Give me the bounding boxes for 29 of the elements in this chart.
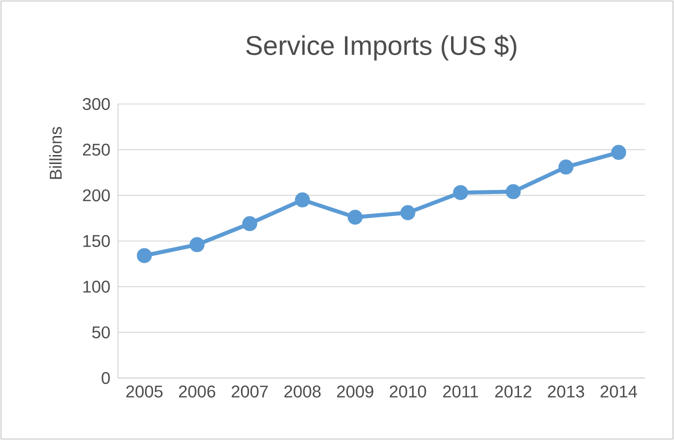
y-tick-label: 200 (82, 189, 110, 202)
x-tick-label: 2014 (600, 386, 638, 398)
y-tick-label: 250 (82, 144, 110, 156)
point (294, 192, 310, 208)
point (242, 216, 258, 232)
y-tick-label: 0 (102, 372, 110, 384)
x-tick-label: 2010 (390, 386, 426, 398)
y-tick-label: 150 (83, 234, 110, 248)
y-tick-label: 50 (92, 326, 110, 338)
x-tick-label: 2012 (495, 386, 532, 398)
point (190, 237, 205, 252)
x-tick-label: 2007 (232, 386, 268, 398)
x-tick-label: 2009 (337, 386, 374, 398)
point (136, 248, 152, 264)
y-axis-title: Billions (49, 127, 62, 179)
x-tick-label: 2008 (284, 386, 321, 398)
y-tick-label: 300 (82, 98, 110, 110)
chart-title: Service Imports (US $) (246, 34, 516, 60)
x-tick-label: 2006 (179, 386, 216, 398)
x-tick-label: 2013 (548, 386, 584, 398)
point (558, 160, 574, 175)
point (506, 184, 521, 200)
point (400, 205, 416, 220)
x-tick-label: 2011 (443, 386, 478, 398)
point (453, 185, 468, 200)
x-tick-label: 2005 (126, 386, 163, 398)
point (611, 144, 626, 160)
y-tick-label: 100 (83, 280, 110, 293)
point (348, 210, 363, 225)
